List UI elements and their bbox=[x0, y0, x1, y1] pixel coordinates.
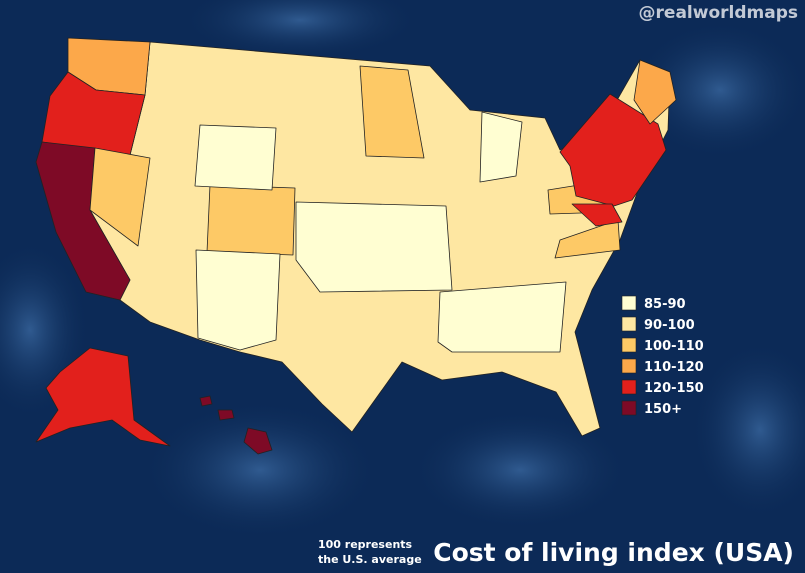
legend-label: 100-110 bbox=[644, 339, 704, 354]
state bbox=[571, 203, 623, 227]
state bbox=[217, 409, 235, 421]
state bbox=[633, 59, 677, 125]
note-line: the U.S. average bbox=[318, 553, 422, 566]
legend-swatch bbox=[621, 337, 637, 353]
state bbox=[195, 249, 281, 351]
legend-label: 110-120 bbox=[644, 360, 704, 375]
title: Cost of living index (USA) bbox=[433, 538, 794, 567]
legend-swatch bbox=[621, 379, 637, 395]
state bbox=[559, 93, 667, 207]
legend-swatch bbox=[621, 295, 637, 311]
state bbox=[89, 147, 151, 247]
state bbox=[243, 427, 273, 455]
state bbox=[206, 184, 296, 256]
legend-label: 90-100 bbox=[644, 318, 695, 333]
legend-swatch bbox=[621, 316, 637, 332]
state bbox=[199, 395, 213, 407]
watermark: @realworldmaps bbox=[639, 3, 798, 23]
legend-label: 120-150 bbox=[644, 381, 704, 396]
state bbox=[359, 65, 425, 159]
background-swirls bbox=[0, 0, 805, 540]
state bbox=[35, 347, 171, 447]
state bbox=[554, 219, 621, 259]
legend: 85-90 90-100 100-110 110-120 120-150 150+ bbox=[621, 295, 704, 417]
legend-swatch bbox=[621, 400, 637, 416]
legend-label: 85-90 bbox=[644, 297, 686, 312]
state bbox=[194, 124, 277, 191]
note-line: 100 represents bbox=[318, 538, 413, 551]
legend-swatch bbox=[621, 358, 637, 374]
legend-label: 150+ bbox=[644, 402, 682, 417]
state bbox=[479, 111, 523, 183]
state bbox=[437, 281, 567, 353]
states bbox=[35, 37, 677, 455]
state bbox=[295, 201, 453, 293]
